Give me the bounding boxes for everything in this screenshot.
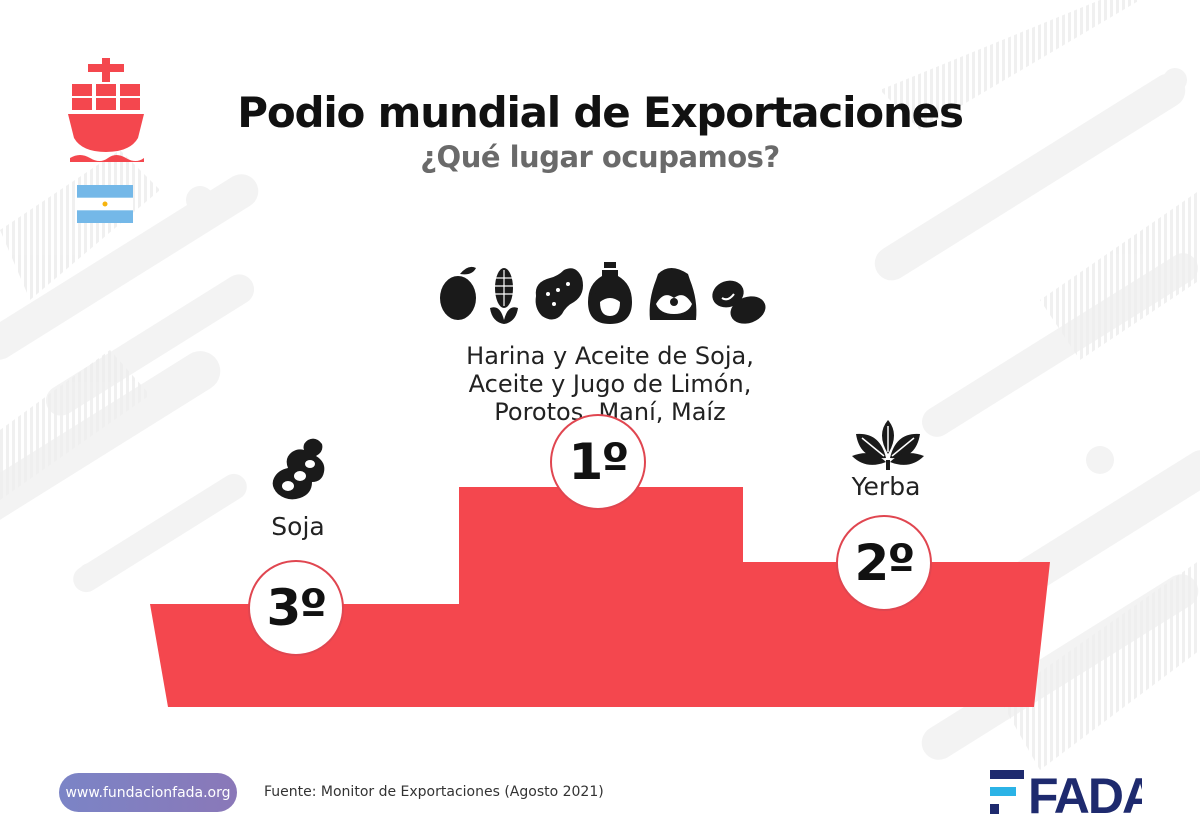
- lemon-icon: [440, 266, 476, 320]
- first-product-line: Harina y Aceite de Soja,: [466, 342, 754, 370]
- first-product-line: Aceite y Jugo de Limón,: [468, 370, 752, 398]
- fada-logo-text: FADA: [1028, 770, 1142, 814]
- peanut-icon: [535, 268, 583, 320]
- corn-icon: [490, 268, 518, 324]
- soybean-icon: [272, 438, 325, 500]
- first-place-icons: [440, 262, 766, 324]
- first-place-products: Harina y Aceite de Soja, Aceite y Jugo d…: [380, 342, 840, 426]
- flour-sack-icon: [649, 268, 697, 320]
- beans-icon: [712, 280, 766, 324]
- oil-jug-icon: [588, 262, 632, 324]
- first-place-badge: 1º: [550, 414, 646, 510]
- source-note: Fuente: Monitor de Exportaciones (Agosto…: [264, 784, 604, 800]
- podium-block: [150, 487, 1050, 707]
- page-subtitle: ¿Qué lugar ocupamos?: [420, 140, 780, 174]
- yerba-leaves-icon: [852, 420, 924, 470]
- ship-icon: [68, 58, 144, 162]
- website-link[interactable]: www.fundacionfada.org: [59, 773, 237, 812]
- argentina-flag-icon: [77, 185, 133, 223]
- page-title: Podio mundial de Exportaciones: [237, 88, 964, 137]
- third-place-product: Soja: [271, 512, 325, 541]
- second-place-badge: 2º: [836, 515, 932, 611]
- second-place-product: Yerba: [851, 472, 921, 501]
- third-place-badge: 3º: [248, 560, 344, 656]
- fada-logo: FADA: [990, 770, 1142, 814]
